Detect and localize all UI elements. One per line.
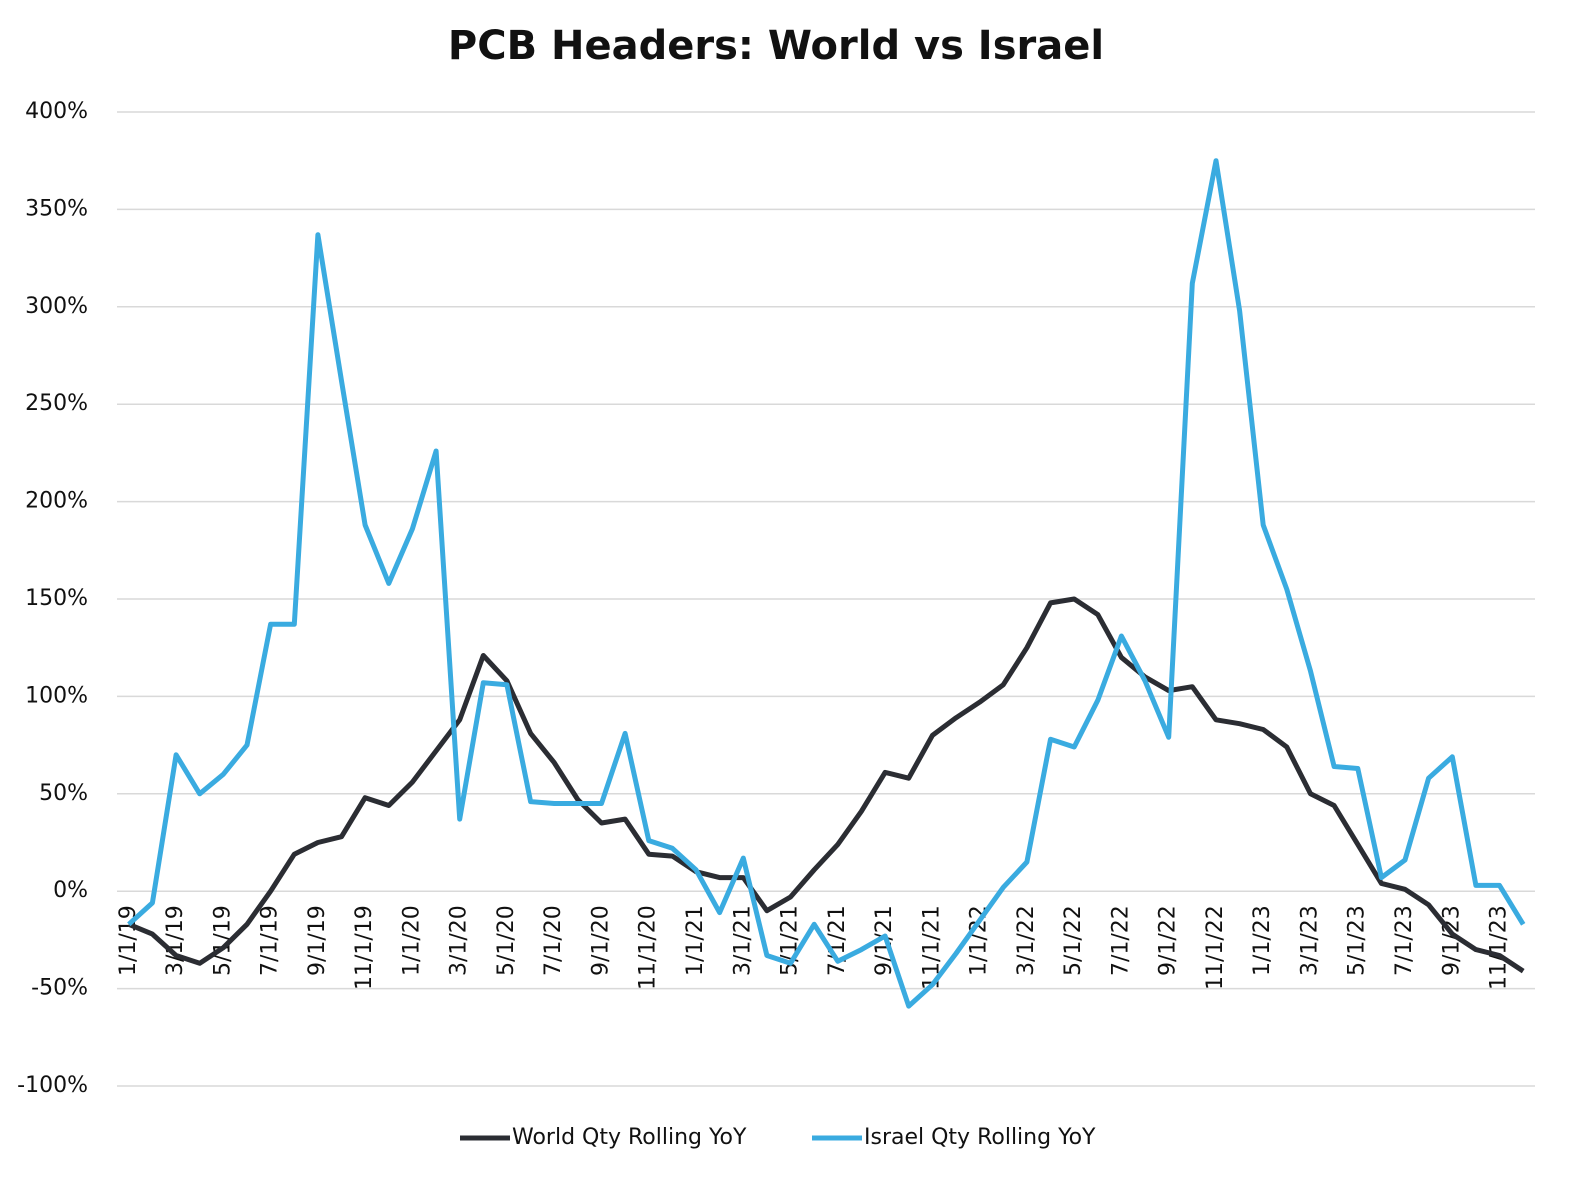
x-tick-label: 3/1/19 bbox=[163, 905, 188, 976]
y-tick-label: 200% bbox=[25, 489, 88, 514]
x-tick-label: 1/1/21 bbox=[683, 905, 708, 976]
legend-label: World Qty Rolling YoY bbox=[512, 1125, 747, 1150]
y-tick-label: -100% bbox=[17, 1073, 88, 1098]
y-tick-label: 400% bbox=[25, 99, 88, 124]
y-tick-label: 350% bbox=[25, 196, 88, 221]
x-tick-label: 3/1/22 bbox=[1014, 905, 1039, 976]
x-tick-label: 7/1/20 bbox=[541, 905, 566, 976]
y-tick-label: 0% bbox=[53, 878, 88, 903]
chart-title: PCB Headers: World vs Israel bbox=[448, 23, 1104, 69]
x-tick-label: 3/1/20 bbox=[447, 905, 472, 976]
x-tick-label: 7/1/23 bbox=[1392, 905, 1417, 976]
series-line bbox=[127, 158, 1526, 1009]
x-tick-label: 11/1/20 bbox=[636, 905, 661, 990]
x-tick-label: 5/1/23 bbox=[1345, 905, 1370, 976]
y-tick-label: 150% bbox=[25, 586, 88, 611]
legend-label: Israel Qty Rolling YoY bbox=[864, 1125, 1096, 1150]
x-tick-label: 5/1/22 bbox=[1061, 905, 1086, 976]
x-tick-label: 1/1/23 bbox=[1250, 905, 1275, 976]
x-tick-label: 5/1/20 bbox=[494, 905, 519, 976]
x-tick-label: 3/1/21 bbox=[730, 905, 755, 976]
x-tick-label: 1/1/22 bbox=[967, 905, 992, 976]
x-tick-label: 11/1/19 bbox=[352, 905, 377, 990]
x-tick-label: 7/1/21 bbox=[825, 905, 850, 976]
x-tick-label: 1/1/20 bbox=[399, 905, 424, 976]
y-tick-label: 250% bbox=[25, 391, 88, 416]
x-tick-label: 3/1/23 bbox=[1297, 905, 1322, 976]
y-tick-label: 300% bbox=[25, 294, 88, 319]
x-tick-label: 7/1/22 bbox=[1108, 905, 1133, 976]
x-tick-label: 11/1/22 bbox=[1203, 905, 1228, 990]
x-tick-label: 11/1/23 bbox=[1487, 905, 1512, 990]
y-tick-label: 50% bbox=[39, 781, 88, 806]
x-tick-label: 9/1/20 bbox=[588, 905, 613, 976]
y-tick-label: -50% bbox=[31, 976, 88, 1001]
x-tick-label: 9/1/19 bbox=[305, 905, 330, 976]
x-tick-label: 7/1/19 bbox=[258, 905, 283, 976]
y-tick-label: 100% bbox=[25, 683, 88, 708]
series-line bbox=[127, 596, 1525, 974]
x-tick-label: 9/1/22 bbox=[1156, 905, 1181, 976]
